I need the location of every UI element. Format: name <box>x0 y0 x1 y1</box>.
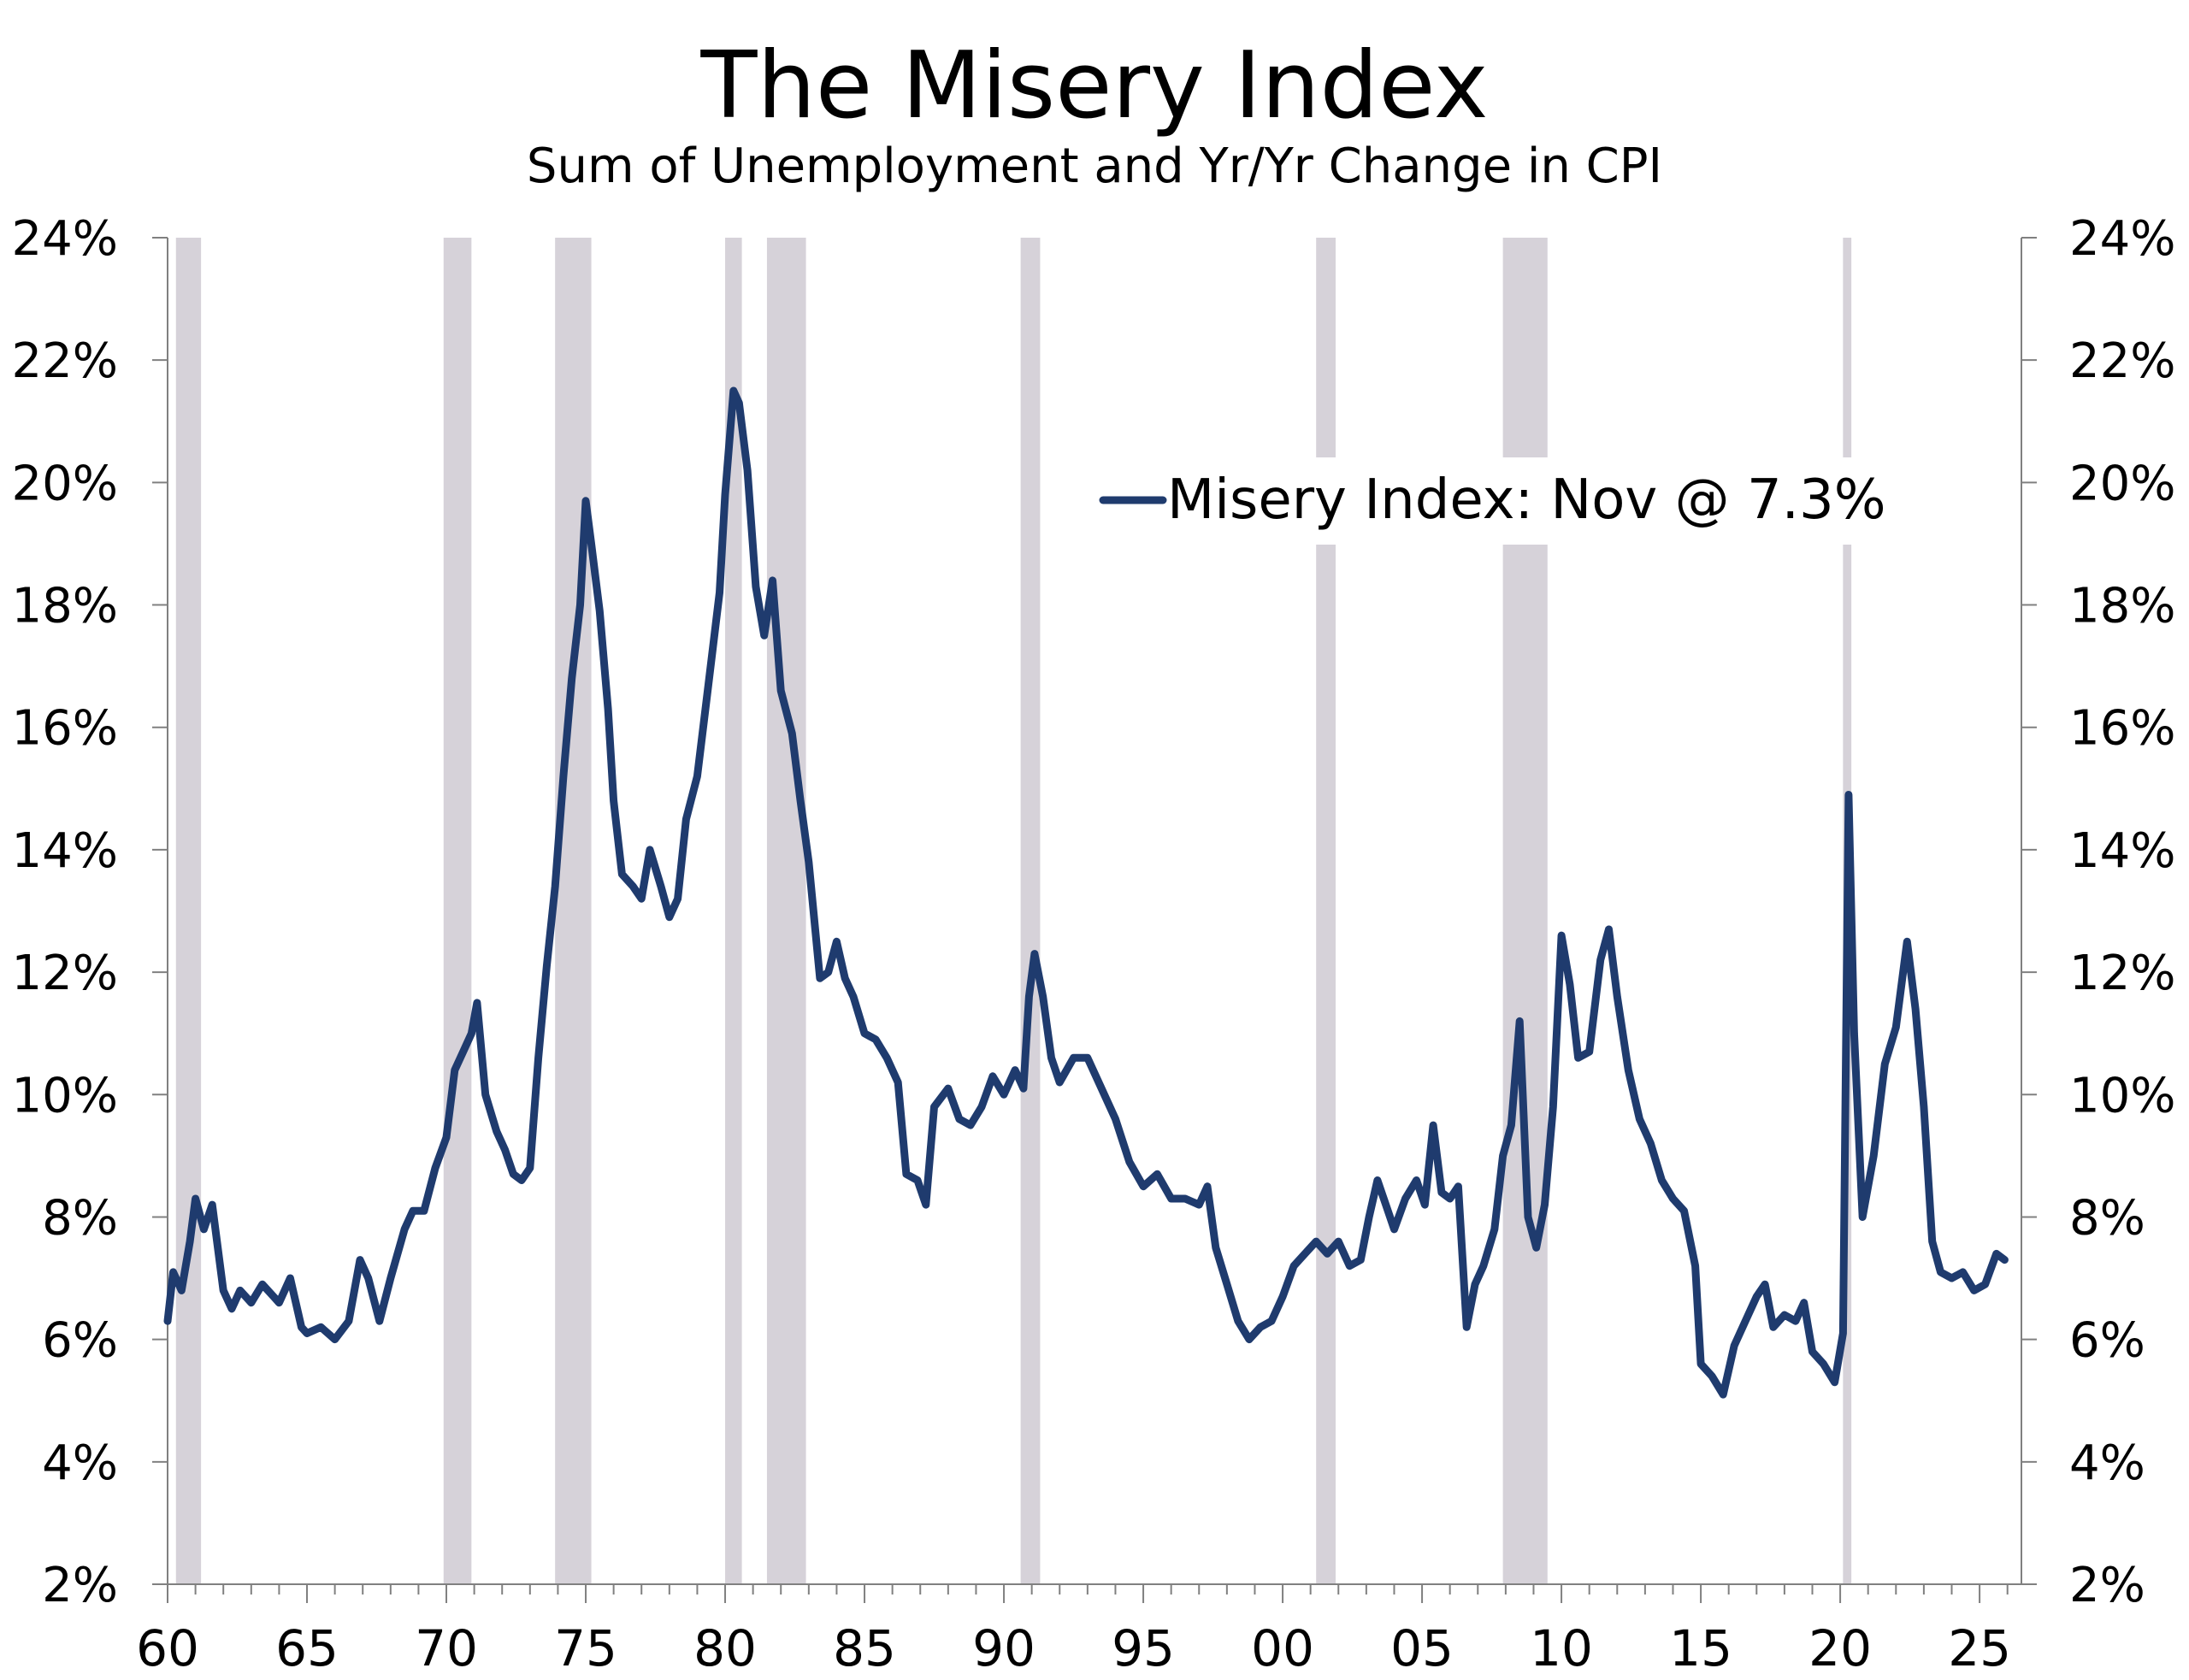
x-tick-label: 90 <box>972 1619 1035 1677</box>
y-tick-label-right: 14% <box>2069 823 2175 879</box>
recession-band-5 <box>1020 238 1041 1584</box>
recession-band-7 <box>1502 238 1548 1584</box>
y-tick-label-right: 2% <box>2069 1558 2145 1613</box>
recession-band-3 <box>725 238 742 1584</box>
x-tick-label: 20 <box>1808 1619 1872 1677</box>
y-tick-label-right: 8% <box>2069 1190 2145 1246</box>
legend: Misery Index: Nov @ 7.3% <box>1082 457 1932 545</box>
y-tick-label-left: 14% <box>12 823 118 879</box>
axes: 2% 2% 4% 4% 6% 6% 8% 8% 10% 10% 12% 12% 14% 14% 16% 16%… <box>12 211 2176 1677</box>
x-tick-label: 00 <box>1251 1619 1314 1677</box>
x-tick-label: 70 <box>415 1619 478 1677</box>
recession-band-4 <box>766 238 806 1584</box>
y-tick-label-right: 18% <box>2069 579 2175 634</box>
recession-bands <box>175 238 1852 1584</box>
y-tick-label-left: 18% <box>12 579 118 634</box>
y-tick-label-left: 10% <box>12 1068 118 1123</box>
y-tick-label-right: 4% <box>2069 1435 2145 1491</box>
chart-subtitle: Sum of Unemployment and Yr/Yr Change in … <box>526 139 1663 194</box>
x-tick-label: 25 <box>1948 1619 2011 1677</box>
legend-box <box>1082 457 1932 545</box>
y-tick-label-left: 6% <box>42 1313 118 1369</box>
legend-label: Misery Index: Nov @ 7.3% <box>1167 469 1886 532</box>
x-tick-label: 10 <box>1530 1619 1593 1677</box>
y-tick-label-right: 24% <box>2069 211 2175 267</box>
y-tick-label-right: 22% <box>2069 333 2175 389</box>
x-tick-label: 60 <box>136 1619 199 1677</box>
x-tick-label: 85 <box>833 1619 896 1677</box>
x-tick-label: 05 <box>1390 1619 1454 1677</box>
y-tick-label-right: 10% <box>2069 1068 2175 1123</box>
y-tick-label-left: 8% <box>42 1190 118 1246</box>
y-tick-label-left: 24% <box>12 211 118 267</box>
y-tick-label-left: 4% <box>42 1435 118 1491</box>
series-line-0 <box>163 386 2009 1399</box>
x-tick-label: 65 <box>275 1619 339 1677</box>
recession-band-6 <box>1316 238 1336 1584</box>
chart-title: The Misery Index <box>700 32 1489 139</box>
x-tick-label: 75 <box>554 1619 617 1677</box>
series-layer <box>163 386 2009 1399</box>
recession-band-2 <box>555 238 592 1584</box>
x-tick-label: 95 <box>1112 1619 1175 1677</box>
recession-band-0 <box>175 238 202 1584</box>
y-tick-label-right: 12% <box>2069 946 2175 1001</box>
x-tick-label: 15 <box>1669 1619 1732 1677</box>
recession-band-1 <box>443 238 472 1584</box>
y-tick-label-left: 12% <box>12 946 118 1001</box>
x-tick-label: 80 <box>693 1619 757 1677</box>
y-tick-label-left: 20% <box>12 456 118 511</box>
y-tick-label-right: 20% <box>2069 456 2175 511</box>
y-tick-label-left: 16% <box>12 701 118 757</box>
y-tick-label-left: 2% <box>42 1558 118 1613</box>
y-tick-label-right: 16% <box>2069 701 2175 757</box>
y-tick-label-right: 6% <box>2069 1313 2145 1369</box>
y-tick-label-left: 22% <box>12 333 118 389</box>
